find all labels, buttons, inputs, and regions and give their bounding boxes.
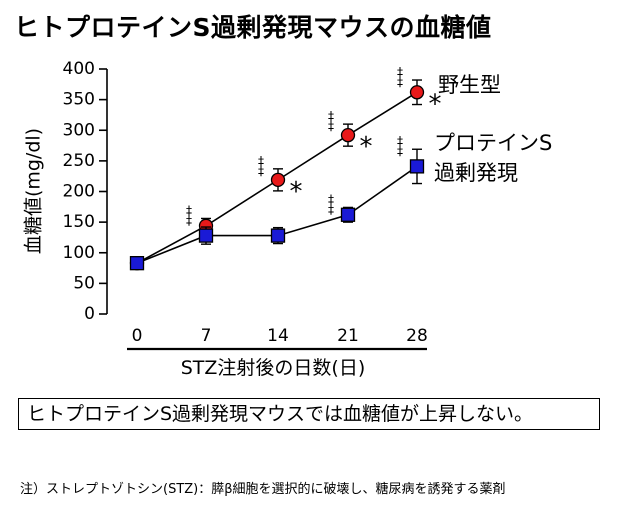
x-axis-label: STZ注射後の日数(日)	[181, 357, 366, 379]
x-tick-label: 7	[201, 326, 212, 346]
footnote: 注）ストレプトゾトシン(STZ)：膵β細胞を選択的に破壊し、糖尿病を誘発する薬剤	[20, 482, 506, 497]
protein-s-point	[129, 256, 145, 271]
y-tick-label: 350	[63, 90, 95, 110]
y-tick-label: 400	[63, 59, 95, 79]
y-tick-label: 300	[63, 120, 95, 140]
conclusion-box: ヒトプロテインS過剰発現マウスでは血糖値が上昇しない。	[18, 398, 600, 430]
asterisk-mark: *	[429, 89, 442, 119]
double-dagger-mark: ‡	[328, 192, 334, 206]
chart-axes: 0 50 100 150 200 250 300 350 400 0 7 14 21 28	[63, 59, 428, 351]
protein-s-point	[340, 207, 356, 222]
x-tick-label: 0	[132, 326, 143, 346]
double-dagger-mark: ‡	[328, 202, 334, 216]
double-dagger-mark: ‡	[328, 109, 334, 123]
protein-s-point	[270, 228, 286, 243]
significance-annotations: ‡‡‡‡*‡‡*‡‡*‡‡‡‡	[186, 65, 442, 227]
series-markers	[129, 79, 425, 271]
wild-type-point	[270, 172, 286, 188]
x-tick-label: 21	[337, 326, 359, 346]
y-tick-label: 250	[63, 151, 95, 171]
y-tick-label: 0	[84, 304, 95, 324]
double-dagger-mark: ‡	[397, 75, 403, 89]
y-tick-label: 50	[73, 273, 95, 293]
double-dagger-mark: ‡	[397, 134, 403, 148]
wild-type-point	[409, 85, 425, 100]
y-tick-label: 200	[63, 182, 95, 202]
protein-s-point	[198, 228, 214, 243]
wild-type-point	[340, 127, 356, 143]
y-tick-label: 100	[63, 243, 95, 263]
y-axis-label: 血糖値(mg/dl)	[23, 128, 45, 254]
y-tick-label: 150	[63, 212, 95, 232]
double-dagger-mark: ‡	[186, 213, 192, 227]
double-dagger-mark: ‡	[258, 164, 264, 178]
double-dagger-mark: ‡	[397, 65, 403, 79]
legend-protein-s-line2: 過剰発現	[434, 161, 518, 185]
double-dagger-mark: ‡	[328, 119, 334, 133]
legend-protein-s-line1: プロテインS	[434, 131, 552, 155]
double-dagger-mark: ‡	[397, 144, 403, 158]
x-tick-label: 14	[267, 326, 289, 346]
protein-s-point	[409, 159, 425, 174]
double-dagger-mark: ‡	[258, 154, 264, 168]
page-title: ヒトプロテインS過剰発現マウスの血糖値	[14, 13, 492, 42]
double-dagger-mark: ‡	[186, 203, 192, 217]
asterisk-mark: *	[360, 132, 373, 162]
asterisk-mark: *	[290, 177, 303, 207]
x-tick-label: 28	[406, 326, 428, 346]
legend-wild-type: 野生型	[438, 73, 501, 97]
